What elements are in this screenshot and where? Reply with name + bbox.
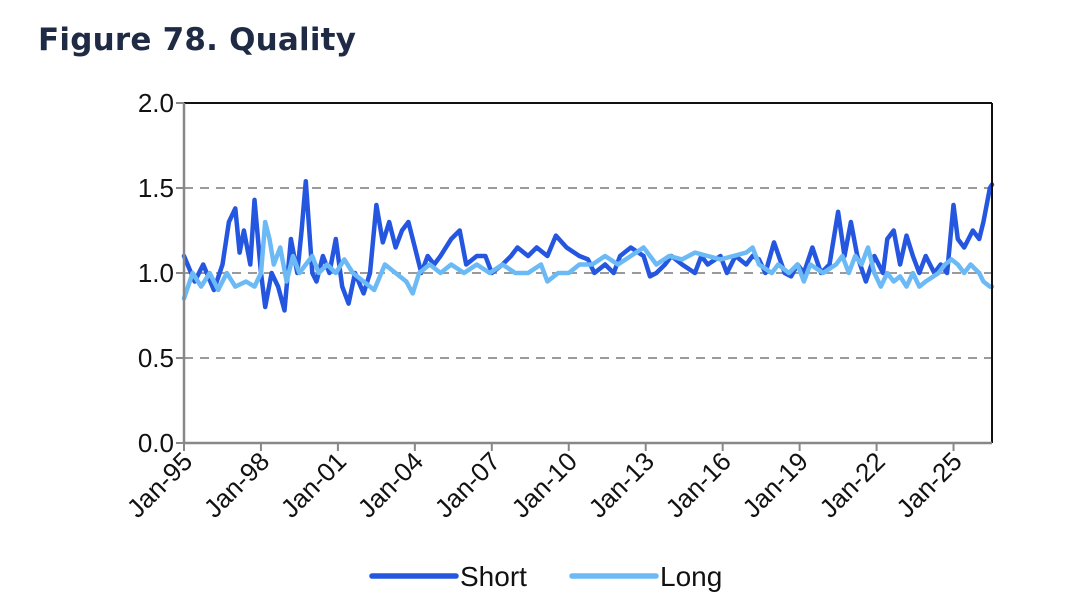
x-tick-label: Jan-04 [352, 446, 429, 523]
x-tick-label: Jan-25 [890, 446, 967, 523]
legend-label-long: Long [660, 561, 722, 592]
y-axis-ticks: 0.0 0.5 1.0 1.5 2.0 [138, 88, 174, 458]
legend-label-short: Short [460, 561, 527, 592]
x-tick-label: Jan-07 [429, 446, 506, 523]
x-tick-label: Jan-22 [813, 446, 890, 523]
series-lines [181, 178, 995, 313]
x-tick-label: Jan-19 [736, 446, 813, 523]
y-tick-label: 0.5 [138, 343, 174, 373]
x-tick-label: Jan-01 [275, 446, 352, 523]
x-tick-label: Jan-98 [198, 446, 275, 523]
chart-title: Figure 78. Quality [38, 22, 357, 58]
legend: Short Long [369, 561, 722, 592]
y-tick-label: 2.0 [138, 88, 174, 118]
y-tick-label: 0.0 [138, 428, 174, 458]
x-tick-label: Jan-16 [659, 446, 736, 523]
series-line-short [181, 178, 995, 313]
y-tick-label: 1.0 [138, 258, 174, 288]
x-axis-ticks: Jan-95 Jan-98 Jan-01 Jan-04 Jan-07 Jan-10 Jan-… [121, 446, 968, 523]
axes [176, 102, 993, 451]
x-tick-label: Jan-13 [583, 446, 660, 523]
x-tick-label: Jan-10 [506, 446, 583, 523]
y-tick-label: 1.5 [138, 173, 174, 203]
series-line-long [181, 219, 995, 301]
